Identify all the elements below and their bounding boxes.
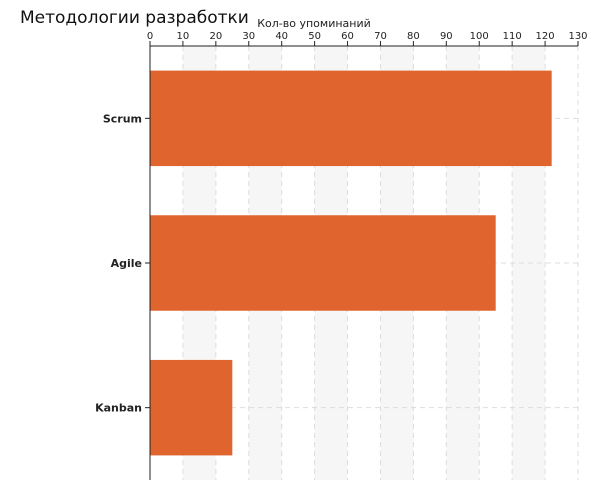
x-tick-label: 120: [536, 31, 555, 42]
x-tick-label: 20: [209, 31, 222, 42]
tick-labels: 0 10 20 30 40 50 60 70 80 90 100 110 120 130: [147, 31, 588, 42]
category-labels: Scrum Agile Kanban: [95, 112, 142, 414]
x-tick-label: 40: [275, 31, 288, 42]
x-tick-label: 70: [374, 31, 387, 42]
bar-kanban: [150, 359, 233, 456]
category-label: Kanban: [95, 402, 142, 415]
bar-agile: [150, 215, 496, 311]
category-label: Scrum: [103, 112, 142, 125]
chart-title: Методологии разработки: [20, 8, 249, 28]
x-tick-label: 100: [470, 31, 489, 42]
x-tick-label: 0: [147, 31, 153, 42]
x-tick-label: 90: [440, 31, 453, 42]
x-tick-label: 130: [568, 31, 587, 42]
x-tick-label: 50: [308, 31, 321, 42]
x-tick-label: 30: [242, 31, 255, 42]
axes: [145, 41, 579, 480]
x-tick-label: 110: [503, 31, 522, 42]
x-axis-title: Кол-во упоминаний: [257, 17, 371, 30]
bar-scrum: [150, 70, 552, 167]
x-tick-label: 10: [177, 31, 190, 42]
x-tick-label: 60: [341, 31, 354, 42]
category-label: Agile: [111, 257, 142, 270]
bars: [150, 70, 552, 456]
x-tick-label: 80: [407, 31, 420, 42]
